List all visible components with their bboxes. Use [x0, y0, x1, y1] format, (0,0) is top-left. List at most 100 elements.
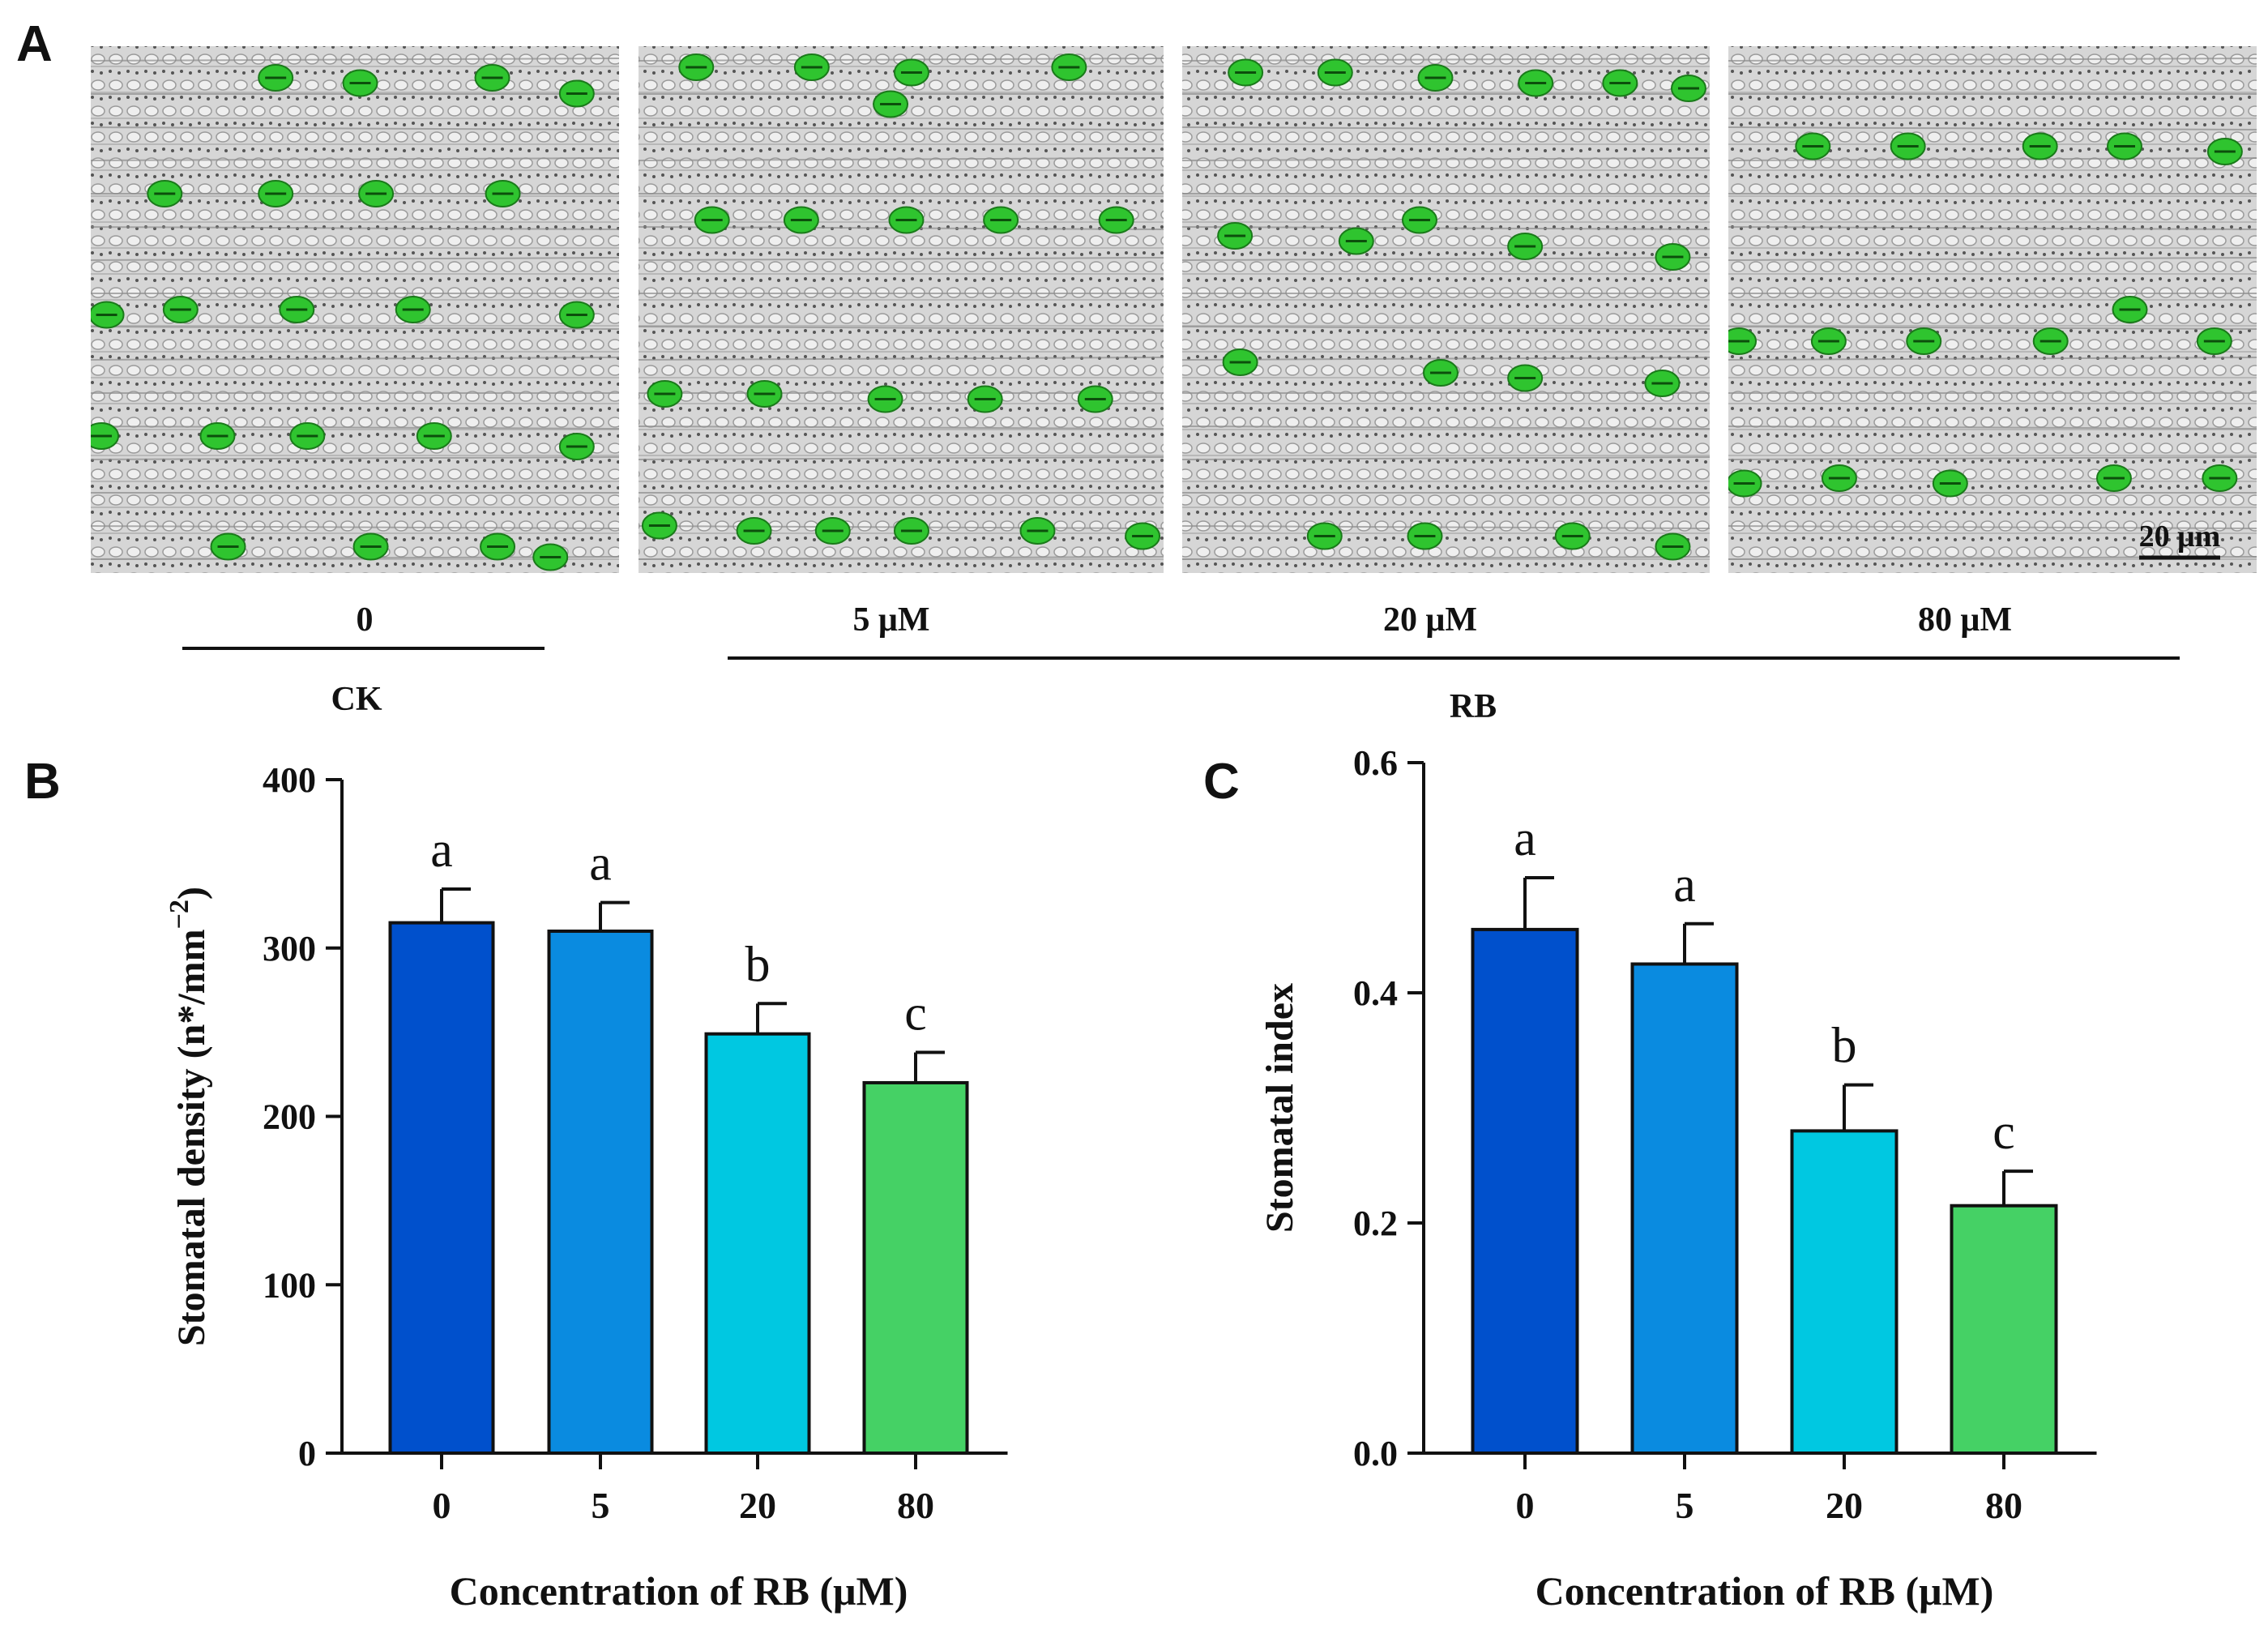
x-tick-label: 80 — [897, 1485, 934, 1526]
stoma-cell — [199, 422, 236, 450]
stoma-cell — [279, 296, 315, 323]
stoma-cell — [91, 422, 120, 450]
y-axis-label: Stomatal index — [1258, 983, 1301, 1233]
x-tick-label: 0 — [433, 1485, 451, 1526]
stoma-cell — [147, 180, 183, 207]
stoma-cell — [2095, 464, 2132, 492]
stoma-cell — [342, 69, 378, 97]
y-axis-label: Stomatal density (n*/mm−2) — [164, 887, 213, 1346]
significance-letter: a — [1673, 857, 1696, 913]
stoma-cell — [2206, 138, 2243, 165]
stoma-cell — [1906, 327, 1942, 355]
y-tick-label: 0.4 — [1353, 973, 1398, 1013]
stoma-cell — [1644, 370, 1681, 397]
stoma-cell — [893, 58, 929, 87]
stoma-cell — [1077, 385, 1113, 413]
stoma-cell — [1338, 227, 1374, 255]
stoma-cell — [480, 532, 516, 561]
image-label-5uM: 5 μM — [853, 601, 930, 639]
stoma-cell — [1655, 532, 1691, 561]
micrograph-image-3 — [1728, 46, 2257, 573]
stoma-cell — [873, 90, 909, 118]
stoma-cell — [1222, 348, 1258, 376]
stoma-cell — [2112, 296, 2148, 323]
stoma-cell — [1422, 359, 1459, 387]
bar-20 — [1790, 1129, 1899, 1456]
stoma-cell — [1507, 233, 1544, 260]
stoma-cell — [814, 517, 851, 545]
stoma-cell — [1655, 243, 1691, 271]
x-axis-label: Concentration of RB (μM) — [1535, 1568, 1994, 1614]
stoma-cell — [647, 380, 683, 408]
bar-0 — [1471, 927, 1579, 1455]
y-tick-label: 400 — [263, 760, 316, 800]
stoma-cell — [91, 301, 125, 329]
stoma-cell — [736, 517, 772, 545]
stoma-cell — [1602, 69, 1638, 97]
stoma-cell — [1518, 69, 1554, 97]
stoma-cell — [1728, 469, 1762, 498]
stoma-cell — [746, 380, 783, 408]
x-tick-label: 5 — [592, 1485, 610, 1526]
micrograph-image-1 — [639, 46, 1164, 573]
stoma-cell — [1098, 206, 1134, 234]
x-tick-label: 5 — [1676, 1485, 1694, 1526]
stoma-cell — [162, 296, 199, 323]
stoma-cell — [1810, 327, 1847, 355]
stoma-cell — [783, 206, 819, 234]
scale-bar: 20 μm — [2139, 519, 2221, 560]
image-label-20uM: 20 μM — [1383, 601, 1477, 639]
stoma-cell — [793, 53, 830, 81]
significance-letter: b — [1832, 1019, 1857, 1074]
significance-letter: c — [1993, 1105, 2015, 1160]
stoma-cell — [1932, 469, 1968, 498]
stoma-cell — [2032, 327, 2069, 355]
scale-bar-label: 20 μm — [2139, 519, 2221, 554]
image-label-80uM: 80 μM — [1918, 601, 2012, 639]
stoma-cell — [258, 64, 294, 92]
stoma-cell — [1554, 522, 1591, 550]
stoma-cell — [289, 422, 326, 450]
significance-letter: a — [430, 823, 453, 878]
bar-5 — [547, 929, 654, 1455]
bar-80 — [862, 1080, 969, 1455]
stoma-cell — [694, 206, 730, 234]
stoma-cell — [888, 206, 925, 234]
stoma-cell — [1317, 58, 1353, 87]
stoma-cell — [641, 511, 677, 540]
significance-letter: a — [589, 836, 612, 891]
stoma-cell — [1417, 64, 1454, 92]
stoma-cell — [210, 532, 246, 561]
stoma-cell — [867, 385, 903, 413]
y-tick-label: 300 — [263, 929, 316, 968]
rb-group-label: RB — [1450, 688, 1497, 725]
stoma-cell — [1507, 364, 1544, 392]
stoma-cell — [352, 532, 389, 561]
stoma-cell — [678, 53, 715, 81]
micrograph-image-2 — [1182, 46, 1710, 573]
stoma-cell — [1407, 522, 1443, 550]
stoma-cell — [485, 180, 521, 207]
stoma-cell — [1228, 58, 1264, 87]
bar-0 — [388, 921, 495, 1455]
x-tick-label: 80 — [1985, 1485, 2022, 1526]
image-label-0: 0 — [357, 601, 374, 639]
panel-a-letter: A — [16, 16, 53, 72]
stoma-cell — [983, 206, 1019, 234]
stoma-cell — [1019, 517, 1056, 545]
y-tick-label: 0.2 — [1353, 1204, 1398, 1243]
stoma-cell — [1890, 132, 1926, 160]
stoma-cell — [1728, 327, 1758, 355]
x-axis-label: Concentration of RB (μM) — [450, 1568, 908, 1614]
micrograph-image-0 — [91, 46, 619, 573]
stoma-cell — [1821, 464, 1857, 492]
stoma-cell — [358, 180, 395, 207]
significance-letter: b — [745, 937, 771, 992]
y-tick-label: 0 — [298, 1434, 316, 1473]
panel-c-letter: C — [1203, 754, 1240, 810]
bar-5 — [1630, 962, 1739, 1455]
stoma-cell — [1125, 522, 1161, 550]
chart-c-stomatal-index: 0.0 0.2 0.4 0.6 a 0 a 5 b 20 c 80 Concentration of R… — [1258, 743, 2097, 1614]
stoma-cell — [474, 64, 510, 92]
x-tick-label: 20 — [739, 1485, 776, 1526]
